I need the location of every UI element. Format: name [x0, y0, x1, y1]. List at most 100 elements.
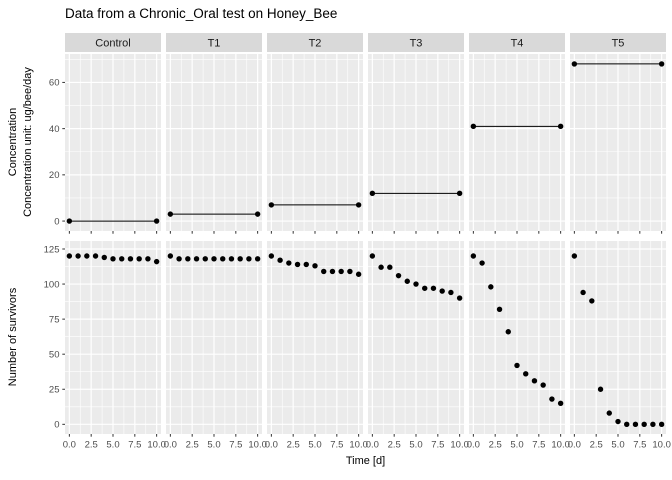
x-tick-label: 7.5	[532, 440, 545, 451]
x-tick-label: 10.0	[349, 440, 368, 451]
data-point	[479, 260, 485, 266]
data-point	[456, 190, 463, 197]
data-point	[338, 268, 344, 275]
data-point	[92, 253, 99, 259]
data-point	[237, 256, 243, 262]
x-tick-label: 0.0	[568, 440, 581, 451]
data-point	[268, 202, 275, 208]
y-tick-label: 60	[49, 78, 60, 89]
x-tick-label: 2.5	[85, 440, 98, 451]
x-tick-label: 10.0	[652, 440, 671, 451]
data-point	[153, 218, 160, 224]
data-point	[505, 329, 511, 335]
y-tick-label: 50	[49, 349, 60, 360]
facet-strip	[267, 33, 363, 52]
x-tick-label: 10.0	[551, 440, 570, 451]
data-point	[369, 253, 376, 259]
data-point	[294, 261, 301, 268]
y-tick-label: 0	[54, 420, 59, 431]
x-tick-label: 0.0	[467, 440, 480, 451]
data-point	[246, 256, 252, 262]
x-tick-label: 7.5	[128, 440, 141, 451]
data-point	[75, 253, 81, 259]
data-point	[456, 295, 463, 301]
x-tick-label: 2.5	[489, 440, 502, 451]
data-point	[448, 289, 454, 296]
facet-strip	[166, 33, 262, 52]
data-point	[369, 190, 376, 197]
data-point	[439, 288, 445, 294]
data-point	[153, 258, 160, 265]
x-tick-label: 7.5	[431, 440, 444, 451]
facet-strip-label: T1	[208, 38, 221, 50]
x-tick-label: 0.0	[265, 440, 278, 451]
y-tick-label: 40	[49, 124, 60, 135]
facet-strip	[469, 33, 565, 52]
facet-strip-label: T5	[612, 38, 625, 50]
data-point	[571, 61, 578, 67]
facet-strip	[368, 33, 464, 52]
data-point	[303, 261, 309, 268]
data-point	[597, 386, 604, 392]
data-point	[540, 382, 546, 388]
data-point	[514, 362, 520, 369]
y-tick-label: 20	[49, 170, 60, 181]
y-axis-title-concentration-line2: Concentration unit: ug/bee/day	[22, 67, 34, 217]
data-point	[496, 306, 503, 313]
data-point	[404, 278, 410, 284]
data-point	[277, 257, 283, 263]
data-point	[110, 256, 116, 262]
data-point	[580, 289, 586, 296]
data-point	[268, 253, 275, 259]
facet-strip	[570, 33, 666, 52]
data-point	[254, 256, 261, 262]
facet-strip-label: Control	[95, 38, 130, 50]
data-point	[355, 202, 362, 208]
data-point	[254, 211, 261, 217]
data-point	[127, 256, 134, 262]
data-point	[321, 268, 327, 275]
data-point	[228, 256, 235, 262]
data-point	[531, 378, 538, 384]
data-point	[650, 421, 656, 428]
x-tick-label: 0.0	[366, 440, 379, 451]
data-point	[658, 421, 665, 428]
data-point	[167, 253, 174, 259]
y-tick-label: 100	[44, 279, 60, 290]
data-point	[624, 421, 630, 428]
data-point	[220, 256, 226, 262]
data-point	[557, 123, 564, 130]
data-point	[185, 256, 191, 262]
data-point	[413, 281, 419, 287]
x-tick-label: 5.0	[409, 440, 422, 451]
facet-strip-label: T2	[309, 38, 322, 50]
x-tick-label: 7.5	[330, 440, 343, 451]
data-point	[84, 253, 90, 259]
data-point	[193, 256, 200, 262]
data-point	[211, 256, 217, 262]
data-point	[470, 253, 477, 259]
facet-strip-label: T3	[410, 38, 423, 50]
data-point	[470, 123, 477, 130]
x-tick-label: 2.5	[590, 440, 603, 451]
data-point	[557, 400, 564, 406]
x-tick-label: 0.0	[63, 440, 76, 451]
x-tick-label: 5.0	[106, 440, 119, 451]
x-tick-label: 7.5	[633, 440, 646, 451]
y-tick-label: 25	[49, 385, 60, 396]
data-point	[641, 421, 647, 428]
x-tick-label: 10.0	[248, 440, 267, 451]
data-point	[523, 371, 529, 377]
data-point	[66, 218, 73, 224]
data-point	[312, 263, 318, 269]
x-tick-label: 10.0	[450, 440, 469, 451]
data-point	[145, 256, 151, 262]
data-point	[430, 285, 437, 291]
data-point	[167, 211, 174, 217]
x-tick-label: 10.0	[147, 440, 166, 451]
plot-title: Data from a Chronic_Oral test on Honey_B…	[65, 6, 338, 21]
data-point	[136, 256, 142, 262]
facet-strip	[65, 33, 161, 52]
data-point	[615, 418, 621, 425]
y-axis-title-survivors: Number of survivors	[7, 287, 19, 387]
